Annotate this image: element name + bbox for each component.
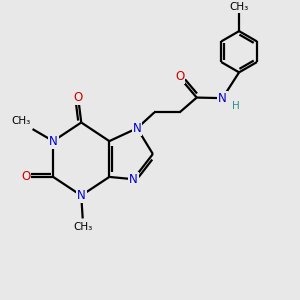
Text: H: H bbox=[232, 101, 239, 111]
Text: CH₃: CH₃ bbox=[73, 222, 92, 232]
Text: N: N bbox=[49, 135, 58, 148]
Text: CH₃: CH₃ bbox=[11, 116, 30, 126]
Text: O: O bbox=[21, 170, 30, 183]
Text: N: N bbox=[129, 173, 138, 186]
Text: O: O bbox=[175, 70, 184, 83]
Text: N: N bbox=[77, 189, 85, 202]
Text: N: N bbox=[218, 92, 227, 105]
Text: N: N bbox=[133, 122, 142, 135]
Text: O: O bbox=[74, 91, 83, 104]
Text: CH₃: CH₃ bbox=[230, 2, 249, 12]
